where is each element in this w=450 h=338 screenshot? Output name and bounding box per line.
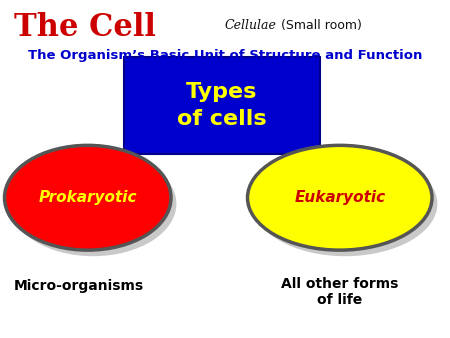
- Text: The Cell: The Cell: [14, 12, 155, 43]
- FancyBboxPatch shape: [124, 57, 320, 154]
- Ellipse shape: [253, 151, 437, 256]
- Text: The Organism’s Basic Unit of Structure and Function: The Organism’s Basic Unit of Structure a…: [28, 49, 422, 62]
- Ellipse shape: [10, 151, 176, 256]
- Text: Prokaryotic: Prokaryotic: [39, 190, 137, 205]
- Text: All other forms
of life: All other forms of life: [281, 277, 398, 308]
- Ellipse shape: [4, 145, 171, 250]
- Text: Micro-organisms: Micro-organisms: [14, 279, 144, 293]
- Text: Cellulae: Cellulae: [225, 19, 277, 31]
- Text: Types
of cells: Types of cells: [177, 82, 266, 129]
- Ellipse shape: [248, 145, 432, 250]
- Text: (Small room): (Small room): [277, 19, 362, 31]
- Text: Eukaryotic: Eukaryotic: [294, 190, 385, 205]
